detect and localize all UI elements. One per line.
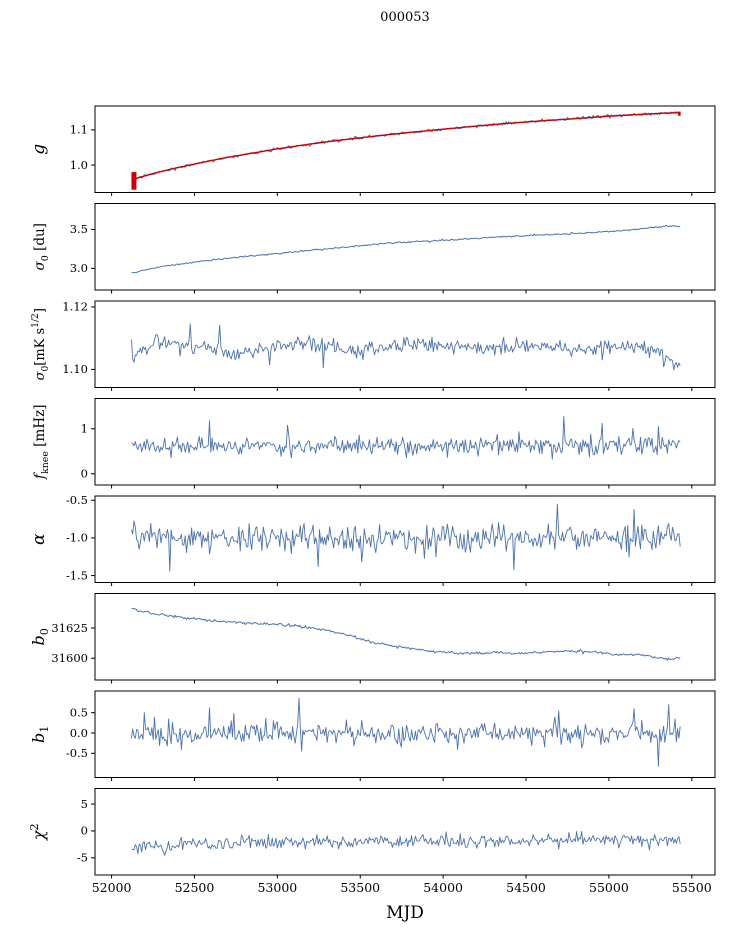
- y-tick-label: 0: [81, 467, 88, 481]
- plot-frame: [94, 300, 716, 388]
- y-axis-label-sigma0-mk: σ0[mK s1/2]: [31, 308, 51, 380]
- plot-frame: [94, 203, 716, 291]
- panel-alpha: -1.5 -1.0 -0.5 α: [29, 493, 716, 586]
- b0-series-line-0: [131, 607, 681, 661]
- y-tick-label: -0.5: [66, 746, 88, 760]
- y-tick-label: 31600: [51, 651, 88, 665]
- x-tick-label: 52500: [175, 880, 215, 895]
- y-tick-label: -0.5: [66, 493, 88, 507]
- y-tick-label: 1.0: [70, 158, 88, 172]
- fknee-series-line-0: [131, 415, 681, 460]
- sigma0-du-series-line-0: [131, 224, 681, 274]
- y-axis-label-alpha: α: [29, 533, 49, 545]
- x-tick-label: 55000: [589, 880, 629, 895]
- y-tick-label: 3.0: [70, 261, 88, 275]
- y-axis-label-chi2: χ2: [28, 823, 48, 841]
- y-tick-label: 1.1: [70, 123, 88, 137]
- y-tick-label: 5: [81, 797, 88, 811]
- x-axis-label: MJD: [386, 903, 424, 923]
- y-tick-label: 1.10: [62, 362, 88, 376]
- y-tick-label: -1.0: [66, 531, 88, 545]
- x-tick-label: 53000: [257, 880, 297, 895]
- alpha-series-line-0: [131, 503, 681, 572]
- g-series-line-1: [131, 111, 681, 181]
- x-tick-label: 53500: [340, 880, 380, 895]
- y-tick-label: 0.5: [70, 705, 88, 719]
- plot-frame: [94, 593, 716, 681]
- y-tick-label: 0.0: [70, 726, 88, 740]
- plot-frame: [94, 788, 716, 876]
- x-tick-label: 55500: [672, 880, 712, 895]
- panel-sigma0-du: 3.0 3.5 σ0 [du]: [32, 203, 716, 294]
- y-axis-label-sigma0-du: σ0 [du]: [32, 223, 51, 270]
- y-axis-label-g: g: [29, 144, 49, 155]
- plot-frame: [94, 690, 716, 778]
- y-tick-label: 3.5: [70, 222, 88, 236]
- panel-sigma0-mk: 1.10 1.12 σ0[mK s1/2]: [31, 300, 716, 391]
- panel-g: 1.0 1.1 g: [29, 105, 716, 196]
- x-tick-label: 54000: [423, 880, 463, 895]
- y-tick-label: -1.5: [66, 568, 88, 582]
- y-tick-label: 0: [81, 824, 88, 838]
- panel-chi2: -5 0 5 52000 52500 53000 53500 54000 54500 55000 5…: [28, 788, 716, 895]
- chi2-series-line-0: [131, 830, 681, 856]
- g-series-line-0: [131, 111, 681, 180]
- y-axis-label-b1: b1: [29, 726, 51, 743]
- plot-frame: [94, 105, 716, 193]
- y-tick-label: 1: [81, 422, 88, 436]
- x-tick-label: 54500: [506, 880, 546, 895]
- sigma0-mk-series-line-0: [131, 323, 681, 371]
- x-tick-label: 52000: [92, 880, 132, 895]
- plot-frame: [94, 398, 716, 486]
- y-axis-label-b0: b0: [29, 628, 51, 645]
- y-axis-label-fknee: fknee [mHz]: [32, 405, 51, 480]
- b1-series-line-0: [131, 697, 681, 767]
- panel-b1: -0.5 0.0 0.5 b1: [29, 690, 716, 781]
- plot-frame: [94, 495, 716, 583]
- y-tick-label: 1.12: [62, 300, 88, 314]
- y-tick-label: 31625: [51, 621, 88, 635]
- panel-fknee: 0 1 fknee [mHz]: [32, 398, 716, 489]
- figure-title: 000053: [380, 10, 430, 25]
- y-tick-label: -5: [77, 851, 88, 865]
